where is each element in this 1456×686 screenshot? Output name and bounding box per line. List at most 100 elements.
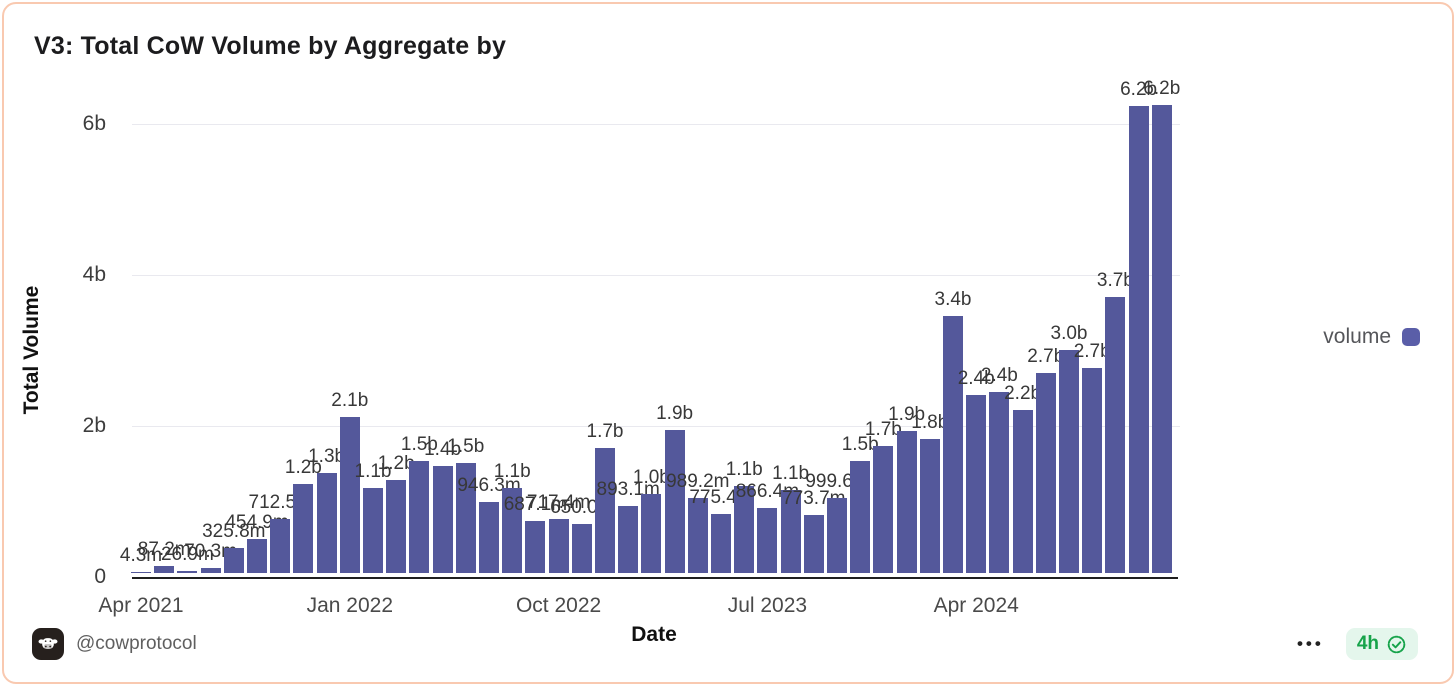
bar-jun-2022 bbox=[455, 463, 476, 573]
freshness-badge[interactable]: 4h bbox=[1345, 628, 1418, 660]
bar-value-label: 26.9m bbox=[160, 544, 214, 565]
bar-jun-2023 bbox=[734, 486, 755, 573]
bar-value-label: 2.7b bbox=[1027, 346, 1065, 367]
y-tick-label: 4b bbox=[82, 263, 106, 286]
bar-value-label: 3.0b bbox=[1050, 323, 1088, 344]
bar-value-label: 989.2m bbox=[666, 471, 730, 492]
bar-value-label: 1.1b bbox=[772, 463, 810, 484]
x-axis-line bbox=[132, 577, 1178, 579]
bar-jan-2024 bbox=[896, 431, 917, 573]
bar-jul-2021 bbox=[200, 568, 221, 573]
bar-apr-2024 bbox=[966, 395, 987, 573]
bar-jul-2023 bbox=[757, 508, 778, 573]
y-tick-label: 2b bbox=[82, 414, 106, 437]
cow-face-icon bbox=[38, 638, 58, 649]
bar-feb-2022 bbox=[363, 488, 383, 573]
bar-jan-2023 bbox=[618, 506, 639, 573]
bar-value-label: 6.2b bbox=[1120, 79, 1158, 100]
bar-value-label: 1.5b bbox=[447, 436, 485, 457]
author-link[interactable]: @cowprotocol bbox=[32, 628, 197, 660]
bar-apr-2023 bbox=[687, 498, 708, 573]
bar-value-label: 325.8m bbox=[202, 521, 266, 542]
bar-aug-2021 bbox=[223, 548, 244, 573]
bar-value-label: 1.8b bbox=[911, 412, 949, 433]
bar-jun-2021 bbox=[177, 571, 198, 573]
bar-value-label: 1.9b bbox=[888, 404, 926, 425]
x-tick-label: Oct 2022 bbox=[515, 594, 602, 617]
bar-oct-2022 bbox=[548, 519, 569, 573]
y-tick-label: 6b bbox=[82, 112, 106, 135]
verified-check-icon bbox=[1387, 635, 1406, 653]
bar-value-label: 1.3b bbox=[308, 446, 346, 467]
bar-value-label: 1.1b bbox=[725, 459, 763, 480]
bar-apr-2021 bbox=[131, 572, 151, 573]
bar-dec-2023 bbox=[873, 446, 894, 573]
bar-sep-2024 bbox=[1082, 368, 1103, 573]
bar-value-label: 1.4b bbox=[424, 439, 462, 460]
bar-value-label: 1.2b bbox=[377, 453, 415, 474]
legend-label-volume: volume bbox=[1323, 325, 1391, 348]
bar-may-2022 bbox=[432, 466, 453, 573]
x-tick-label: Jul 2023 bbox=[727, 594, 808, 617]
bar-oct-2021 bbox=[270, 519, 291, 573]
bar-value-label: 3.4b bbox=[934, 289, 972, 310]
bar-value-label: 1.5b bbox=[400, 434, 438, 455]
bar-sep-2021 bbox=[247, 539, 267, 573]
bar-dec-2024 bbox=[1151, 105, 1172, 573]
bar-aug-2023 bbox=[780, 490, 801, 573]
x-tick-label: Jan 2022 bbox=[306, 594, 394, 617]
bar-value-label: 1.7b bbox=[864, 419, 902, 440]
bar-may-2023 bbox=[711, 514, 731, 573]
bar-jul-2022 bbox=[479, 502, 499, 573]
bar-value-label: 87.2m bbox=[137, 539, 191, 560]
bar-jul-2024 bbox=[1035, 373, 1056, 573]
bar-nov-2023 bbox=[850, 461, 871, 573]
bar-value-label: 1.2b bbox=[284, 457, 322, 478]
bar-value-label: 1.1b bbox=[493, 461, 531, 482]
bar-value-label: 2.1b bbox=[331, 390, 369, 411]
bar-nov-2021 bbox=[293, 484, 314, 573]
bar-value-label: 1.0b bbox=[632, 467, 670, 488]
y-tick-label: 0 bbox=[94, 565, 106, 588]
bar-value-label: 1.9b bbox=[656, 403, 694, 424]
bar-aug-2022 bbox=[502, 488, 523, 573]
bar-feb-2023 bbox=[641, 494, 662, 573]
legend: volume bbox=[1323, 325, 1420, 349]
y-axis-label: Total Volume bbox=[20, 285, 43, 415]
gridline bbox=[132, 124, 1180, 125]
bar-oct-2024 bbox=[1105, 297, 1126, 573]
bar-oct-2023 bbox=[827, 498, 847, 573]
bar-value-label: 6.2b bbox=[1143, 78, 1181, 99]
bar-sep-2022 bbox=[525, 521, 546, 573]
bar-value-label: 1.7b bbox=[586, 421, 624, 442]
bar-sep-2023 bbox=[803, 515, 824, 573]
bar-value-label: 1.1b bbox=[354, 461, 392, 482]
bar-value-label: 4.3m bbox=[119, 545, 163, 566]
bar-value-label: 717.4m bbox=[526, 492, 591, 513]
gridline bbox=[132, 275, 1180, 276]
bar-value-label: 2.4b bbox=[980, 365, 1018, 386]
bar-value-label: 687.1m bbox=[503, 494, 568, 515]
bar-nov-2022 bbox=[571, 524, 592, 573]
x-tick-label: Apr 2021 bbox=[98, 594, 184, 617]
x-axis-label: Date bbox=[631, 623, 677, 646]
bar-dec-2021 bbox=[316, 473, 337, 573]
bar-mar-2022 bbox=[386, 480, 407, 573]
bar-dec-2022 bbox=[595, 448, 615, 573]
bar-mar-2023 bbox=[664, 430, 685, 573]
bar-jan-2022 bbox=[339, 417, 360, 573]
more-menu-button[interactable]: ••• bbox=[1296, 634, 1324, 653]
bar-nov-2024 bbox=[1128, 106, 1149, 573]
freshness-badge-text: 4h bbox=[1356, 633, 1379, 654]
bar-mar-2024 bbox=[943, 316, 963, 573]
bar-jun-2024 bbox=[1012, 410, 1033, 573]
legend-swatch-icon bbox=[1402, 328, 1420, 346]
plot: Total Volume Date 0 2b 4b 6b Apr 2021 Jan 202… bbox=[4, 4, 1452, 682]
cowprotocol-avatar[interactable] bbox=[32, 628, 64, 660]
bar-value-label: 2.4b bbox=[957, 368, 995, 389]
bar-apr-2022 bbox=[409, 461, 430, 573]
bar-value-label: 1.5b bbox=[841, 434, 879, 455]
footer-actions: ••• 4h bbox=[1295, 628, 1418, 660]
author-handle[interactable]: @cowprotocol bbox=[76, 633, 197, 654]
